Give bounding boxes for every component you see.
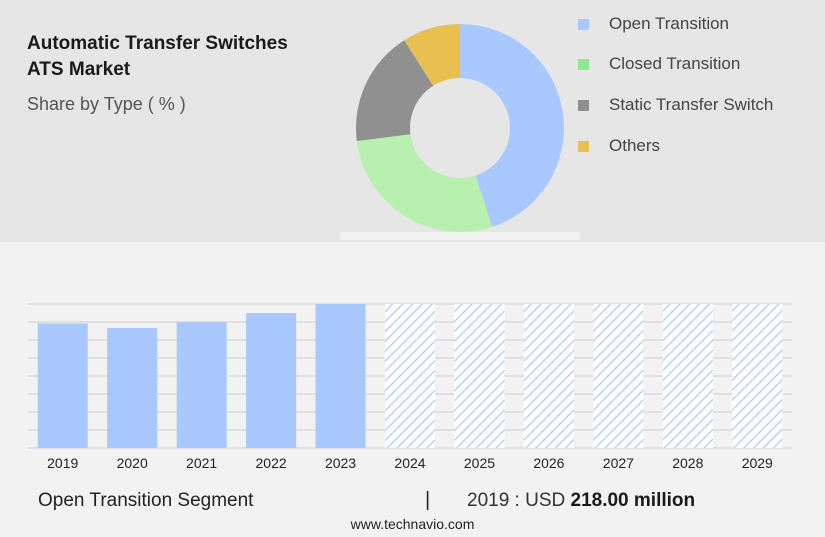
bar-2024 <box>385 304 435 448</box>
footer-segment-label: Open Transition Segment <box>38 490 254 511</box>
donut-slice-closed-transition <box>356 134 493 232</box>
legend-label-static-transfer-switch: Static Transfer Switch <box>609 95 774 114</box>
x-tick-label-2027: 2027 <box>603 455 634 471</box>
legend-item-others: Others <box>578 134 818 158</box>
legend-swatch-open-transition <box>578 19 589 30</box>
footer-value-amount: 218.00 million <box>570 490 696 511</box>
donut-clip <box>340 232 580 240</box>
legend-label-closed-transition: Closed Transition <box>609 54 741 73</box>
bar-2020 <box>107 328 158 448</box>
bar-2025 <box>454 304 505 448</box>
donut-chart <box>340 24 580 240</box>
website-link[interactable]: www.technavio.com <box>350 516 475 532</box>
legend-swatch-others <box>578 141 589 152</box>
donut-slice-others <box>404 24 460 86</box>
bar-chart: 2019 2020 2021 2022 2023 2024 2025 2026 2027 2028… <box>28 303 792 471</box>
legend-item-open-transition: Open Transition <box>578 12 818 36</box>
bar-2022 <box>246 313 297 448</box>
x-tick-label-2026: 2026 <box>533 455 564 471</box>
legend-swatch-closed-transition <box>578 59 589 70</box>
footer-value-prefix: 2019 : USD <box>467 490 566 511</box>
x-tick-label-2028: 2028 <box>672 455 703 471</box>
bar-2026 <box>523 304 574 448</box>
x-tick-label-2023: 2023 <box>325 455 356 471</box>
footer-value: 2019 : USD 218.00 million <box>467 490 695 512</box>
x-tick-label-2029: 2029 <box>742 455 773 471</box>
legend-swatch-static-transfer-switch <box>578 100 589 111</box>
legend-item-closed-transition: Closed Transition <box>578 52 818 76</box>
chart-subtitle: Share by Type ( % ) <box>27 94 186 114</box>
chart-title-line2: ATS Market <box>27 59 131 80</box>
bar-2028 <box>662 304 713 448</box>
x-tick-label-2021: 2021 <box>186 455 217 471</box>
footer-separator: | <box>425 489 431 511</box>
chart-title: Automatic Transfer Switches ATS Market <box>27 31 288 83</box>
x-tick-label-2020: 2020 <box>117 455 148 471</box>
donut-slice-static-transfer-switch <box>356 40 434 142</box>
chart-title-line1: Automatic Transfer Switches <box>27 33 288 54</box>
donut-slice-open-transition <box>460 24 564 227</box>
legend-item-static-transfer-switch: Static Transfer Switch <box>578 93 818 117</box>
x-tick-label-2025: 2025 <box>464 455 495 471</box>
bar-2019 <box>37 323 88 448</box>
bar-2023 <box>315 304 366 448</box>
bar-2029 <box>732 304 783 448</box>
legend-label-open-transition: Open Transition <box>609 14 730 33</box>
bar-2027 <box>593 304 644 448</box>
x-tick-label-2019: 2019 <box>47 455 78 471</box>
x-tick-label-2022: 2022 <box>256 455 287 471</box>
bar-2021 <box>176 322 227 448</box>
x-tick-label-2024: 2024 <box>394 455 425 471</box>
legend-label-others: Others <box>609 136 661 155</box>
